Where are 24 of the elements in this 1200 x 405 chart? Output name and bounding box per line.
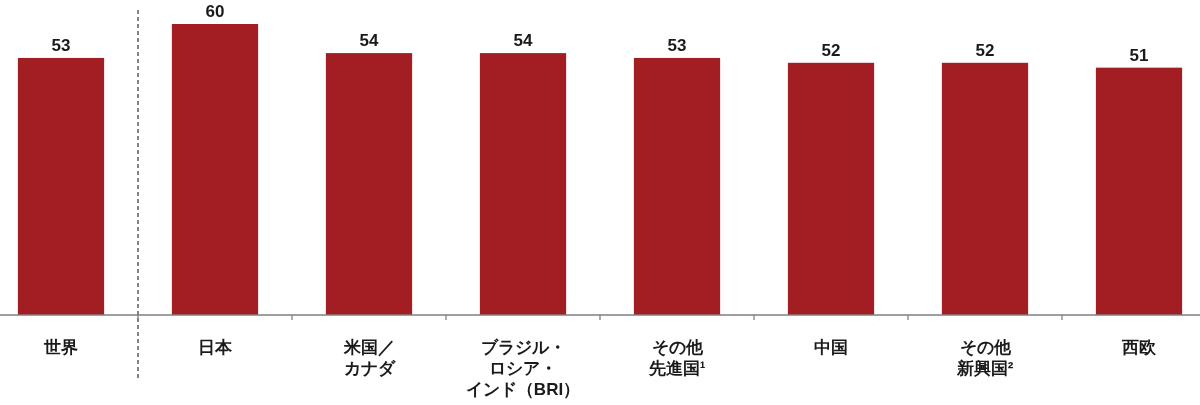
x-tick-label: その他先進国¹: [647, 338, 706, 378]
bar: [171, 24, 259, 315]
data-label: 51: [1129, 45, 1149, 65]
data-label: 54: [359, 31, 379, 51]
bar: [325, 53, 413, 315]
data-label: 60: [205, 2, 225, 21]
data-label: 53: [667, 35, 687, 55]
x-tick-label: その他新興国²: [955, 338, 1014, 378]
x-tick-label: 世界: [43, 338, 78, 357]
bar: [633, 57, 721, 315]
x-tick-label: 中国: [814, 338, 848, 357]
data-label: 52: [821, 40, 841, 60]
bar: [941, 62, 1029, 315]
x-tick-label: ブラジル・ロシア・インド（BRI）: [465, 338, 581, 399]
bar: [17, 57, 105, 315]
data-label: 52: [975, 40, 995, 60]
bar: [787, 62, 875, 315]
bar: [479, 53, 567, 315]
data-label: 54: [513, 31, 533, 51]
bar: [1095, 67, 1183, 315]
x-tick-label: 西欧: [1121, 338, 1157, 357]
data-label: 53: [51, 35, 71, 55]
x-tick-label: 日本: [198, 338, 233, 357]
x-tick-label: 米国／カナダ: [342, 338, 396, 378]
